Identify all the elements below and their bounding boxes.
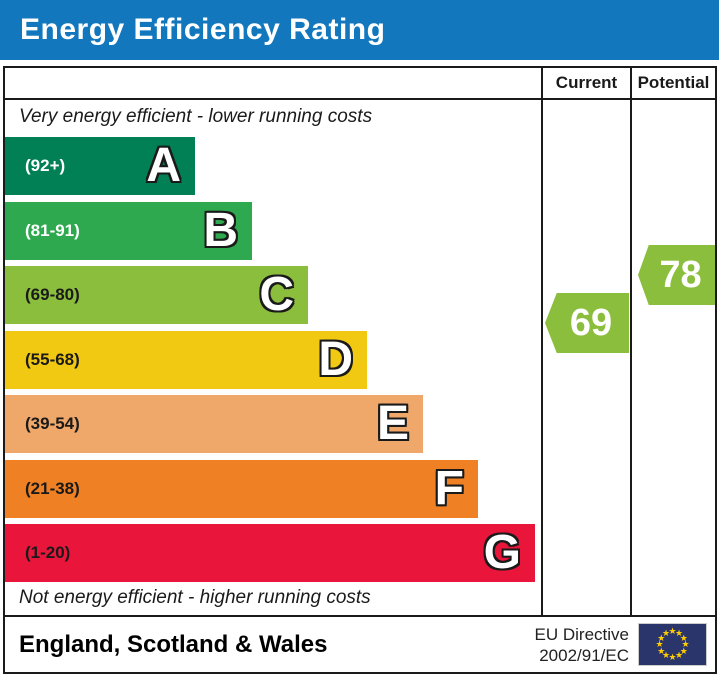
bottom-note: Not energy efficient - higher running co…	[19, 587, 371, 608]
eu-directive-line2: 2002/91/EC	[539, 645, 629, 665]
band-d: (55-68) D	[5, 331, 367, 389]
band-c-range: (69-80)	[25, 285, 80, 304]
potential-rating-arrow: 78	[638, 245, 715, 305]
footer: England, Scotland & Wales EU Directive 2…	[3, 617, 717, 674]
band-e: (39-54) E	[5, 395, 423, 453]
band-a-range: (92+)	[25, 156, 66, 175]
band-g-range: (1-20)	[25, 543, 71, 562]
column-divider-current	[541, 68, 543, 615]
column-divider-potential	[630, 68, 632, 615]
eu-flag-star: ★	[661, 650, 671, 661]
band-a: (92+) A	[5, 137, 195, 195]
eu-flag-star: ★	[657, 645, 666, 656]
top-note: Very energy efficient - lower running co…	[19, 106, 373, 127]
band-c-letter: C	[259, 268, 294, 321]
column-header-current: Current	[555, 73, 618, 92]
current-rating-arrow: 69	[545, 293, 629, 353]
eu-flag-star: ★	[674, 627, 684, 638]
band-d-range: (55-68)	[25, 350, 80, 369]
band-f-range: (21-38)	[25, 479, 80, 498]
band-g-letter: G	[483, 526, 521, 579]
eu-flag-icon: ★ ★ ★ ★ ★ ★ ★ ★ ★ ★ ★ ★	[638, 623, 707, 666]
band-f-letter: F	[434, 462, 464, 515]
eu-flag-star: ★	[668, 652, 677, 662]
region-label: England, Scotland & Wales	[19, 630, 328, 658]
page-title: Energy Efficiency Rating	[20, 13, 386, 46]
potential-rating-value: 78	[659, 253, 702, 296]
band-e-range: (39-54)	[25, 414, 80, 433]
band-b-range: (81-91)	[25, 221, 80, 240]
eu-flag-star: ★	[679, 632, 688, 643]
band-c: (69-80) C	[5, 266, 308, 324]
band-d-letter: D	[318, 333, 353, 386]
eu-directive-label: EU Directive 2002/91/EC	[535, 624, 629, 666]
current-rating-value: 69	[569, 301, 613, 344]
title-bar: Energy Efficiency Rating	[0, 0, 719, 60]
header-divider	[5, 98, 715, 100]
eu-flag-star: ★	[657, 632, 666, 643]
band-f: (21-38) F	[5, 460, 478, 518]
footer-right: EU Directive 2002/91/EC ★ ★ ★ ★ ★ ★ ★ ★ ★ ★ ★ ★	[535, 623, 707, 666]
eu-flag-star: ★	[655, 639, 664, 649]
eu-flag-star: ★	[681, 639, 690, 649]
eu-flag-star: ★	[679, 645, 688, 656]
band-b-letter: B	[203, 204, 238, 257]
band-b: (81-91) B	[5, 202, 252, 260]
band-e-letter: E	[376, 397, 409, 450]
eu-flag-star: ★	[668, 626, 677, 636]
eu-directive-line1: EU Directive	[534, 624, 629, 644]
band-g: (1-20) G	[5, 524, 535, 582]
eu-flag-star: ★	[674, 650, 684, 661]
column-header-potential: Potential	[637, 73, 710, 92]
rating-table: Current Potential Very energy efficient …	[3, 66, 717, 617]
band-a-letter: A	[146, 139, 181, 192]
eu-flag-star: ★	[661, 627, 671, 638]
